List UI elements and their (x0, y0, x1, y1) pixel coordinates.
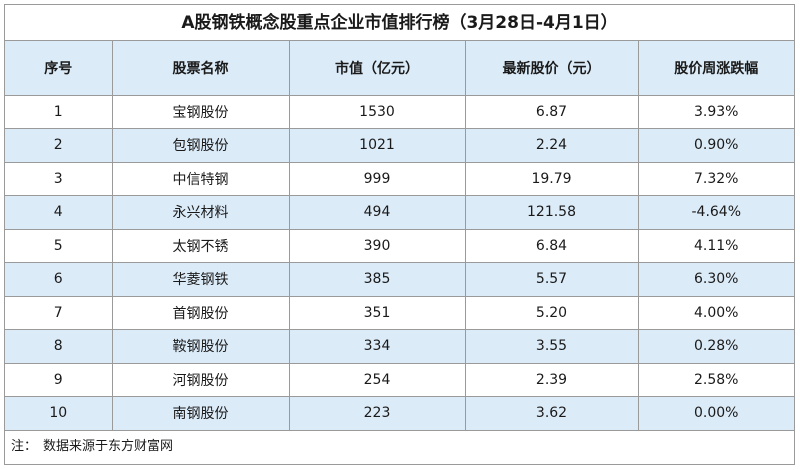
cell-latest-price: 3.55 (465, 329, 639, 364)
cell-stock-name: 南钢股份 (112, 396, 290, 431)
cell-weekly-change: 0.00% (638, 396, 794, 431)
cell-latest-price: 5.20 (465, 296, 639, 330)
cell-weekly-change: 0.90% (638, 128, 794, 163)
cell-stock-name: 河钢股份 (112, 363, 290, 397)
table-row: 6 华菱钢铁 385 5.57 6.30% (5, 262, 794, 297)
cell-latest-price: 3.62 (465, 396, 639, 431)
cell-latest-price: 6.87 (465, 95, 639, 129)
note-prefix: 注： (11, 438, 38, 454)
cell-market-cap: 494 (289, 195, 466, 230)
note-text: 数据来源于东方财富网 (43, 438, 174, 454)
cell-market-cap: 351 (289, 296, 466, 330)
table-row: 1 宝钢股份 1530 6.87 3.93% (5, 95, 794, 129)
cell-rank: 2 (5, 128, 113, 163)
table-row: 9 河钢股份 254 2.39 2.58% (5, 363, 794, 397)
cell-weekly-change: 6.30% (638, 262, 794, 297)
cell-rank: 6 (5, 262, 113, 297)
table-row: 3 中信特钢 999 19.79 7.32% (5, 162, 794, 196)
cell-market-cap: 1021 (289, 128, 466, 163)
cell-latest-price: 6.84 (465, 229, 639, 263)
ranking-table-card: A股钢铁概念股重点企业市值排行榜（3月28日-4月1日） 序号 股票名称 市值（… (4, 4, 795, 465)
ranking-table: 序号 股票名称 市值（亿元） 最新股价（元） 股价周涨跌幅 1 宝钢股份 1530 6… (5, 41, 794, 431)
cell-weekly-change: 3.93% (638, 95, 794, 129)
cell-rank: 5 (5, 229, 113, 263)
header-weekly-change: 股价周涨跌幅 (638, 41, 794, 96)
cell-latest-price: 121.58 (465, 195, 639, 230)
cell-latest-price: 19.79 (465, 162, 639, 196)
cell-stock-name: 包钢股份 (112, 128, 290, 163)
cell-weekly-change: -4.64% (638, 195, 794, 230)
cell-stock-name: 鞍钢股份 (112, 329, 290, 364)
table-row: 10 南钢股份 223 3.62 0.00% (5, 396, 794, 431)
header-market-cap: 市值（亿元） (289, 41, 466, 96)
table-header-row: 序号 股票名称 市值（亿元） 最新股价（元） 股价周涨跌幅 (5, 41, 794, 96)
cell-market-cap: 390 (289, 229, 466, 263)
cell-market-cap: 999 (289, 162, 466, 196)
table-title: A股钢铁概念股重点企业市值排行榜（3月28日-4月1日） (5, 5, 794, 41)
cell-stock-name: 华菱钢铁 (112, 262, 290, 297)
header-latest-price: 最新股价（元） (465, 41, 639, 96)
cell-market-cap: 334 (289, 329, 466, 364)
cell-stock-name: 宝钢股份 (112, 95, 290, 129)
cell-stock-name: 首钢股份 (112, 296, 290, 330)
cell-weekly-change: 0.28% (638, 329, 794, 364)
table-row: 2 包钢股份 1021 2.24 0.90% (5, 128, 794, 163)
cell-rank: 10 (5, 396, 113, 431)
cell-market-cap: 1530 (289, 95, 466, 129)
cell-stock-name: 永兴材料 (112, 195, 290, 230)
cell-market-cap: 254 (289, 363, 466, 397)
cell-weekly-change: 4.00% (638, 296, 794, 330)
cell-rank: 4 (5, 195, 113, 230)
table-row: 7 首钢股份 351 5.20 4.00% (5, 296, 794, 330)
source-note: 注： 数据来源于东方财富网 (5, 431, 794, 463)
cell-latest-price: 5.57 (465, 262, 639, 297)
header-stock-name: 股票名称 (112, 41, 290, 96)
cell-stock-name: 中信特钢 (112, 162, 290, 196)
cell-market-cap: 385 (289, 262, 466, 297)
table-row: 5 太钢不锈 390 6.84 4.11% (5, 229, 794, 263)
cell-weekly-change: 2.58% (638, 363, 794, 397)
table-row: 8 鞍钢股份 334 3.55 0.28% (5, 329, 794, 364)
table-row: 4 永兴材料 494 121.58 -4.64% (5, 195, 794, 230)
cell-rank: 7 (5, 296, 113, 330)
cell-weekly-change: 4.11% (638, 229, 794, 263)
cell-rank: 3 (5, 162, 113, 196)
cell-rank: 1 (5, 95, 113, 129)
cell-latest-price: 2.24 (465, 128, 639, 163)
cell-rank: 9 (5, 363, 113, 397)
cell-market-cap: 223 (289, 396, 466, 431)
header-rank: 序号 (5, 41, 113, 96)
cell-latest-price: 2.39 (465, 363, 639, 397)
cell-stock-name: 太钢不锈 (112, 229, 290, 263)
cell-weekly-change: 7.32% (638, 162, 794, 196)
cell-rank: 8 (5, 329, 113, 364)
